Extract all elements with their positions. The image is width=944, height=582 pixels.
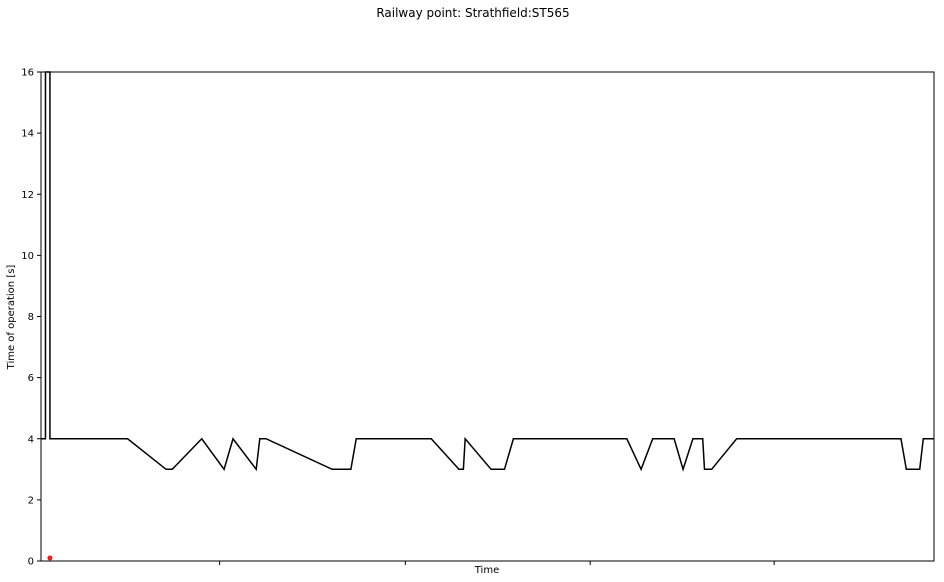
y-axis: 0 2 4 6 8 10 12 14 16 [21,68,41,568]
y-tick-label: 2 [28,495,34,506]
plot-frame [40,71,935,562]
y-tick-label: 16 [21,68,34,79]
y-tick-label: 0 [28,557,34,568]
y-tick-label: 8 [28,312,34,323]
series-layer [41,71,934,561]
y-tick-label: 4 [28,434,34,445]
x-axis-title: Time [474,565,499,576]
scatter-point [47,555,53,561]
series-line [41,71,934,472]
y-tick-label: 10 [21,251,34,262]
y-tick-label: 6 [28,373,34,384]
y-tick-label: 14 [21,129,34,140]
chart-title: Railway point: Strathfield:ST565 [376,6,569,20]
y-axis-title: Time of operation [s] [6,265,17,371]
y-tick-label: 12 [21,190,34,201]
x-axis [219,561,775,565]
